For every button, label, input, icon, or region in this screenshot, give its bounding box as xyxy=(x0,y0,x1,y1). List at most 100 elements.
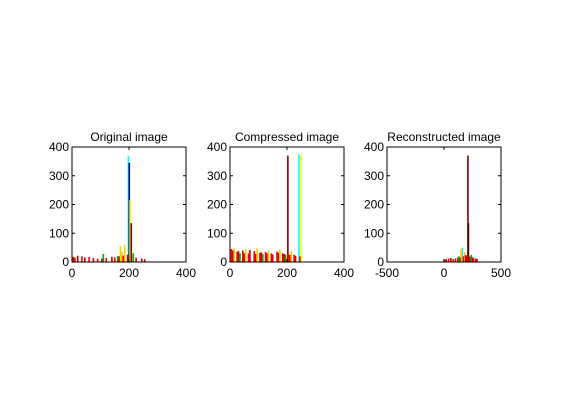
bar xyxy=(242,250,244,262)
bar xyxy=(462,256,465,262)
bar xyxy=(284,254,287,262)
chart-panel-2: 0 200 400 0 100 200 300 400 Compressed image xyxy=(207,130,354,280)
y-tick-label: 300 xyxy=(364,169,384,183)
y-tick-label: 400 xyxy=(49,140,69,154)
y-tick-label: 200 xyxy=(207,198,227,212)
bar xyxy=(76,255,79,262)
bar xyxy=(267,250,270,262)
bar-series-group xyxy=(72,155,146,263)
bar xyxy=(281,253,284,263)
bar xyxy=(452,259,454,263)
bar xyxy=(454,258,457,262)
y-tick-label: 300 xyxy=(49,169,69,183)
bar xyxy=(116,256,119,262)
bar xyxy=(239,253,241,263)
y-tick-label: 0 xyxy=(377,255,384,269)
bar xyxy=(128,162,131,262)
bar xyxy=(129,200,131,262)
bar xyxy=(81,256,83,262)
y-tick-label: 100 xyxy=(364,226,384,240)
bar xyxy=(260,252,263,262)
bar xyxy=(111,256,113,262)
bar xyxy=(74,257,76,262)
bar xyxy=(127,155,130,263)
x-tick-label: 0 xyxy=(69,266,76,280)
bar xyxy=(259,252,261,262)
x-tick-label: 500 xyxy=(491,266,511,280)
x-tick-label: 0 xyxy=(227,266,234,280)
bar xyxy=(287,155,289,263)
bar xyxy=(443,259,446,262)
chart-title: Reconstructed image xyxy=(387,130,501,144)
bar xyxy=(119,246,122,262)
bar xyxy=(472,257,475,262)
bar xyxy=(266,253,268,263)
bar xyxy=(122,255,125,262)
bar xyxy=(256,248,258,262)
bar xyxy=(287,253,290,262)
bar xyxy=(445,259,448,263)
bar xyxy=(456,257,459,262)
bar xyxy=(459,257,461,262)
y-tick-label: 200 xyxy=(364,198,384,212)
bar xyxy=(249,249,251,262)
bar xyxy=(84,257,86,262)
bar xyxy=(447,258,450,262)
bar xyxy=(101,258,103,262)
bar xyxy=(123,244,126,262)
chart-title: Compressed image xyxy=(235,130,339,144)
bar xyxy=(132,253,135,263)
bar xyxy=(247,253,250,263)
bar xyxy=(135,257,137,262)
bar xyxy=(476,259,478,263)
bar xyxy=(277,252,280,262)
bar xyxy=(236,251,238,262)
bar xyxy=(469,256,472,262)
bar xyxy=(276,251,278,262)
bar xyxy=(261,253,264,262)
bar xyxy=(232,250,234,262)
y-tick-label: 400 xyxy=(207,140,227,154)
bar xyxy=(264,251,267,262)
bar xyxy=(450,257,452,262)
x-tick-label: 400 xyxy=(176,266,196,280)
bar xyxy=(130,223,133,262)
bar xyxy=(88,256,90,262)
bar xyxy=(102,253,105,262)
bar xyxy=(141,258,143,262)
y-tick-label: 100 xyxy=(49,226,69,240)
bar xyxy=(243,253,246,263)
bar xyxy=(113,257,116,262)
bar xyxy=(293,254,295,262)
bar xyxy=(300,154,303,262)
bar xyxy=(270,253,273,263)
bar xyxy=(458,256,460,262)
bar xyxy=(121,251,123,262)
bar xyxy=(470,254,473,262)
bar xyxy=(271,254,274,262)
bar xyxy=(471,257,474,262)
y-tick-label: 200 xyxy=(49,198,69,212)
bar xyxy=(290,251,293,262)
x-tick-label: 0 xyxy=(441,266,448,280)
bar xyxy=(467,223,470,262)
axes-box xyxy=(386,146,502,263)
bar xyxy=(244,249,247,262)
bar-series-group xyxy=(443,155,478,263)
bar xyxy=(461,247,464,263)
bar xyxy=(299,256,301,262)
x-tick-label: 400 xyxy=(334,266,354,280)
y-tick-label: 400 xyxy=(364,140,384,154)
bar xyxy=(96,258,99,262)
bar xyxy=(254,253,257,262)
y-tick-label: 300 xyxy=(207,169,227,183)
bar xyxy=(464,255,467,262)
axes-box xyxy=(229,146,345,263)
chart-panel-1: 0 200 400 0 100 200 300 400 Original image xyxy=(49,130,196,280)
x-tick-label: -500 xyxy=(375,266,399,280)
bar xyxy=(475,258,477,262)
bar xyxy=(233,247,236,263)
bar xyxy=(294,255,297,262)
y-tick-label: 100 xyxy=(207,226,227,240)
